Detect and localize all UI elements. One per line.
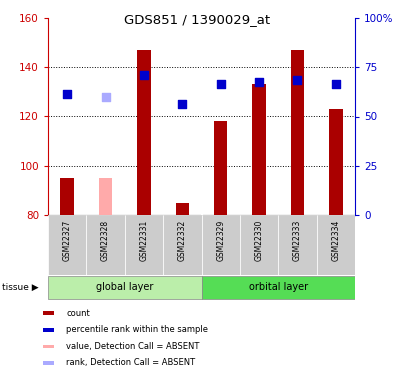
Text: tissue ▶: tissue ▶ bbox=[2, 283, 39, 292]
Bar bbox=[48, 276, 201, 299]
Text: GDS851 / 1390029_at: GDS851 / 1390029_at bbox=[124, 13, 271, 26]
Bar bbox=[60, 178, 74, 215]
Point bbox=[294, 76, 301, 82]
Text: GSM22330: GSM22330 bbox=[254, 220, 263, 261]
Point bbox=[333, 81, 339, 87]
Text: percentile rank within the sample: percentile rank within the sample bbox=[66, 326, 208, 334]
Bar bbox=[43, 361, 54, 365]
Text: GSM22328: GSM22328 bbox=[101, 220, 110, 261]
Bar bbox=[252, 84, 266, 215]
Text: GSM22327: GSM22327 bbox=[63, 220, 71, 261]
Point bbox=[102, 94, 109, 100]
Bar bbox=[278, 215, 317, 275]
Text: orbital layer: orbital layer bbox=[249, 282, 308, 292]
Text: rank, Detection Call = ABSENT: rank, Detection Call = ABSENT bbox=[66, 358, 196, 368]
Bar bbox=[99, 178, 112, 215]
Text: count: count bbox=[66, 309, 90, 318]
Text: GSM22329: GSM22329 bbox=[216, 220, 225, 261]
Text: GSM22331: GSM22331 bbox=[139, 220, 149, 261]
Bar bbox=[240, 215, 278, 275]
Bar bbox=[176, 202, 189, 215]
Point bbox=[179, 101, 186, 107]
Bar bbox=[163, 215, 201, 275]
Bar bbox=[214, 122, 228, 215]
Bar bbox=[48, 215, 87, 275]
Bar bbox=[201, 215, 240, 275]
Bar bbox=[125, 215, 163, 275]
Bar bbox=[317, 215, 355, 275]
Bar bbox=[43, 328, 54, 332]
Text: GSM22333: GSM22333 bbox=[293, 220, 302, 261]
Bar bbox=[291, 50, 304, 215]
Bar bbox=[201, 276, 355, 299]
Bar bbox=[43, 345, 54, 348]
Text: GSM22332: GSM22332 bbox=[178, 220, 187, 261]
Text: value, Detection Call = ABSENT: value, Detection Call = ABSENT bbox=[66, 342, 199, 351]
Bar bbox=[87, 215, 125, 275]
Text: global layer: global layer bbox=[96, 282, 153, 292]
Point bbox=[64, 92, 70, 98]
Point bbox=[256, 79, 262, 85]
Bar bbox=[329, 109, 342, 215]
Bar bbox=[137, 50, 150, 215]
Point bbox=[218, 81, 224, 87]
Point bbox=[141, 72, 147, 78]
Bar bbox=[43, 312, 54, 315]
Text: GSM22334: GSM22334 bbox=[331, 220, 340, 261]
